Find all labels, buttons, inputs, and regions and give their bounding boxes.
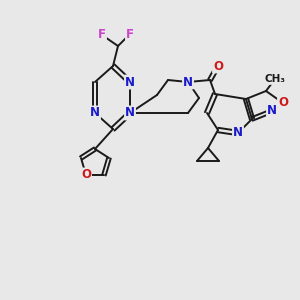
Text: N: N xyxy=(90,106,100,119)
Text: N: N xyxy=(183,76,193,88)
Text: N: N xyxy=(125,76,135,88)
Text: O: O xyxy=(213,59,223,73)
Text: N: N xyxy=(125,106,135,119)
Text: CH₃: CH₃ xyxy=(265,74,286,84)
Text: F: F xyxy=(98,28,106,41)
Text: N: N xyxy=(233,127,243,140)
Text: O: O xyxy=(81,169,91,182)
Text: N: N xyxy=(267,104,277,118)
Text: F: F xyxy=(126,28,134,40)
Text: O: O xyxy=(278,97,288,110)
